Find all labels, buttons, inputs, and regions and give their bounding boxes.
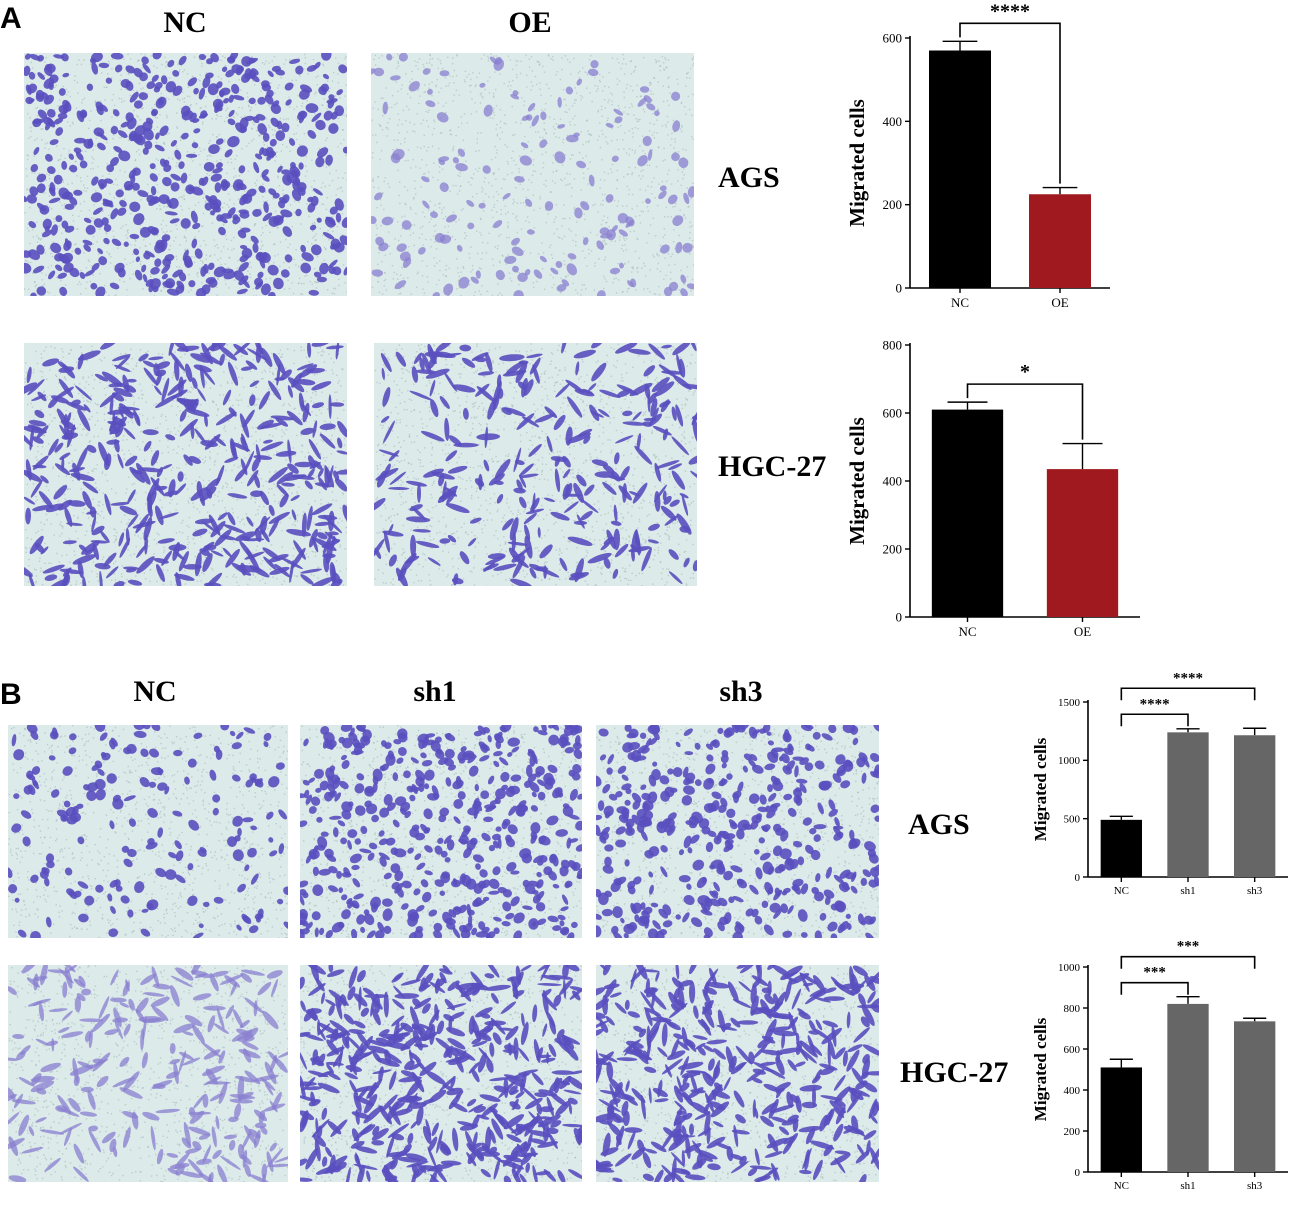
significance-bracket: [1120, 981, 1189, 995]
bar-nc: [929, 50, 991, 288]
bar-oe: [1046, 469, 1119, 617]
x-tick-label: NC: [951, 295, 969, 310]
y-tick-label: 0: [1075, 1167, 1081, 1179]
chart-svg: Migrated cells 0 500 1000 1500 NC sh1 sh3 ******…: [1031, 670, 1288, 897]
micrograph-b-ags-sh3: [596, 725, 879, 938]
significance-label: ****: [1140, 696, 1170, 712]
significance-label: ***: [1143, 965, 1166, 981]
bar-sh3: [1234, 1021, 1276, 1172]
x-tick-label: NC: [1114, 1180, 1129, 1192]
micrograph-b-ags-nc: [8, 725, 288, 938]
bar-chart-a-hgc27: Migrated cells 0 200 400 600 800 NC OE *: [845, 330, 1145, 650]
y-tick-label: 200: [883, 542, 903, 557]
y-tick-label: 1500: [1058, 697, 1081, 709]
bar-chart-b-ags: Migrated cells 0 500 1000 1500 NC sh1 sh3 **** **…: [1030, 670, 1310, 925]
micrograph-b-hgc27-sh3: [596, 965, 879, 1182]
x-tick-label: sh1: [1180, 1180, 1195, 1192]
panel-a-row-hgc27: HGC-27: [718, 450, 827, 483]
panel-b-row-ags: AGS: [908, 808, 970, 841]
y-tick-label: 0: [896, 610, 903, 625]
panel-b-column-sh1: sh1: [413, 675, 457, 708]
y-tick-label: 0: [896, 281, 903, 296]
chart-svg: Migrated cells 0 200 400 600 NC OE ****: [845, 0, 1110, 310]
bar-sh1: [1167, 732, 1209, 877]
panel-a-column-nc: NC: [163, 6, 207, 39]
significance-label: ****: [990, 0, 1030, 22]
bar-chart-a-ags: Migrated cells 0 200 400 600 NC OE ****: [845, 0, 1120, 320]
panel-b-row-hgc27: HGC-27: [900, 1056, 1009, 1089]
y-tick-label: 600: [1064, 1044, 1081, 1056]
y-axis-label: Migrated cells: [845, 99, 869, 227]
micrograph-a-hgc27-oe: [374, 343, 697, 586]
x-tick-label: sh3: [1247, 1180, 1263, 1192]
y-tick-label: 400: [883, 114, 903, 129]
panel-b-column-nc: NC: [133, 675, 177, 708]
y-tick-label: 200: [883, 197, 903, 212]
bar-nc: [1100, 1067, 1142, 1172]
micrograph-b-hgc27-nc: [8, 965, 288, 1182]
y-tick-label: 600: [883, 406, 903, 421]
significance-label: ***: [1177, 939, 1200, 955]
bar-sh1: [1167, 1003, 1209, 1172]
y-axis-label: Migrated cells: [1031, 737, 1050, 841]
y-tick-label: 800: [1064, 1003, 1081, 1015]
bar-oe: [1029, 194, 1091, 288]
panel-label-b: B: [0, 678, 22, 711]
y-tick-label: 400: [1064, 1085, 1081, 1097]
significance-label: ****: [1173, 670, 1203, 686]
chart-svg: Migrated cells 0 200 400 600 800 1000 NC sh1 sh3 *…: [1031, 939, 1288, 1192]
y-tick-label: 600: [883, 31, 903, 46]
micrograph-a-hgc27-nc: [24, 343, 347, 586]
y-tick-label: 1000: [1058, 962, 1081, 974]
bar-nc: [931, 409, 1004, 617]
significance-bracket: [1120, 955, 1256, 969]
chart-svg: Migrated cells 0 200 400 600 800 NC OE *: [845, 338, 1140, 639]
bar-chart-b-hgc27: Migrated cells 0 200 400 600 800 1000 NC sh1 sh3 *…: [1030, 935, 1310, 1225]
y-tick-label: 800: [883, 338, 903, 353]
panel-b-column-sh3: sh3: [719, 675, 763, 708]
significance-bracket: [1120, 713, 1189, 727]
x-tick-label: NC: [1114, 885, 1129, 897]
y-tick-label: 0: [1075, 872, 1081, 884]
x-tick-label: OE: [1051, 295, 1068, 310]
panel-a-column-oe: OE: [508, 6, 552, 39]
bar-sh3: [1234, 735, 1276, 877]
micrograph-b-ags-sh1: [300, 725, 582, 938]
y-tick-label: 1000: [1058, 755, 1081, 767]
panel-label-a: A: [0, 2, 22, 35]
x-tick-label: sh1: [1180, 885, 1195, 897]
micrograph-a-ags-oe: [371, 53, 694, 296]
significance-label: *: [1020, 361, 1030, 383]
micrograph-a-ags-nc: [24, 53, 347, 296]
significance-bracket: [1120, 687, 1256, 701]
y-tick-label: 500: [1064, 814, 1081, 826]
y-tick-label: 400: [883, 474, 903, 489]
significance-bracket: [966, 383, 1084, 440]
y-axis-label: Migrated cells: [845, 417, 869, 545]
y-tick-label: 200: [1064, 1126, 1081, 1138]
panel-a-row-ags: AGS: [718, 161, 780, 194]
x-tick-label: OE: [1074, 624, 1091, 639]
significance-bracket: [959, 22, 1061, 184]
x-tick-label: NC: [958, 624, 976, 639]
micrograph-b-hgc27-sh1: [300, 965, 582, 1182]
y-axis-label: Migrated cells: [1031, 1017, 1050, 1121]
x-tick-label: sh3: [1247, 885, 1263, 897]
bar-nc: [1100, 819, 1142, 877]
